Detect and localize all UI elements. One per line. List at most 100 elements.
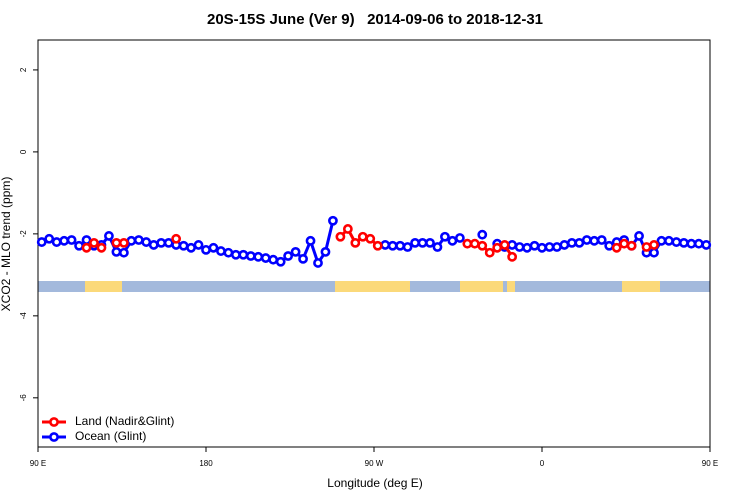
data-point — [693, 238, 704, 249]
land-band — [622, 281, 660, 292]
data-point — [499, 240, 510, 250]
data-point — [148, 240, 159, 250]
data-point — [544, 242, 555, 252]
data-point — [671, 237, 682, 247]
data-point — [126, 235, 137, 246]
data-point — [484, 247, 495, 258]
data-point — [216, 246, 226, 256]
data-point — [559, 240, 570, 250]
data-point — [372, 240, 383, 251]
data-point — [552, 242, 562, 252]
data-point — [44, 233, 55, 244]
data-point — [574, 237, 585, 248]
x-tick-label: 90 E — [702, 459, 718, 468]
data-point — [395, 240, 406, 251]
data-point — [66, 235, 77, 245]
data-point — [387, 240, 398, 251]
data-point — [380, 240, 391, 250]
data-point — [141, 237, 152, 247]
legend-label: Ocean (Glint) — [75, 429, 146, 443]
data-point — [74, 240, 84, 251]
data-point — [447, 235, 458, 246]
data-point — [275, 256, 286, 267]
data-point — [626, 240, 637, 251]
chart-title: 20S-15S June (Ver 9) 2014-09-06 to 2018-… — [207, 11, 543, 28]
land-band — [507, 281, 515, 292]
x-tick-label: 90 W — [365, 459, 384, 468]
data-point — [104, 231, 114, 241]
x-axis-label: Longitude (deg E) — [327, 476, 422, 490]
x-tick-label: 0 — [540, 459, 545, 468]
data-point — [245, 251, 256, 261]
data-point — [537, 242, 547, 253]
land-band — [335, 281, 410, 292]
data-point — [59, 235, 70, 246]
data-point — [171, 233, 182, 244]
legend-marker — [49, 432, 59, 442]
data-point — [611, 242, 622, 253]
data-point — [417, 237, 428, 248]
data-point — [96, 242, 107, 253]
data-point — [350, 237, 361, 248]
data-point — [410, 237, 420, 248]
data-point — [492, 242, 503, 253]
surface-band — [38, 281, 710, 292]
data-point — [529, 240, 540, 251]
data-point — [133, 235, 144, 245]
data-point — [298, 253, 308, 264]
data-point — [178, 240, 189, 251]
data-point — [111, 247, 122, 257]
data-point — [238, 249, 249, 260]
data-point — [163, 237, 174, 248]
y-tick-label: -2 — [19, 230, 28, 238]
data-point — [51, 237, 62, 247]
data-point — [619, 238, 630, 249]
data-point — [118, 237, 129, 248]
land-band — [85, 281, 122, 292]
data-point — [335, 231, 346, 242]
data-point — [664, 235, 674, 246]
data-point — [678, 237, 689, 248]
data-point — [507, 251, 518, 262]
data-point — [118, 247, 129, 258]
data-point — [81, 242, 92, 253]
data-point — [507, 240, 518, 250]
data-point — [283, 251, 294, 261]
data-point — [313, 258, 323, 268]
data-point — [156, 237, 167, 248]
data-point — [223, 247, 234, 258]
data-point — [514, 242, 525, 252]
data-point — [357, 231, 368, 242]
data-point — [581, 235, 592, 245]
data-point — [365, 233, 376, 244]
legend: Land (Nadir&Glint)Ocean (Glint) — [42, 414, 174, 443]
data-point — [253, 251, 264, 262]
data-point — [402, 242, 413, 252]
data-point — [290, 247, 301, 257]
y-tick-label: 0 — [19, 149, 28, 154]
data-point — [268, 254, 279, 265]
data-point — [477, 240, 488, 251]
data-point — [462, 238, 473, 249]
data-point — [656, 235, 667, 246]
data-point — [305, 235, 316, 246]
y-axis-label: XCO2 - MLO trend (ppm) — [0, 177, 13, 312]
data-point — [432, 242, 443, 252]
x-tick-label: 180 — [199, 459, 213, 468]
data-point — [566, 237, 577, 248]
data-point — [454, 233, 465, 243]
data-point — [634, 231, 644, 241]
data-point — [641, 242, 652, 252]
data-point — [230, 249, 241, 260]
data-point — [596, 235, 607, 245]
y-tick-label: -6 — [19, 394, 28, 402]
data-point — [342, 224, 353, 234]
data-point — [522, 242, 532, 253]
data-point — [320, 247, 331, 257]
data-point — [604, 240, 615, 251]
legend-marker — [49, 417, 59, 427]
data-point — [649, 240, 659, 250]
data-point — [81, 235, 92, 245]
data-point — [260, 253, 271, 263]
data-point — [111, 237, 122, 248]
